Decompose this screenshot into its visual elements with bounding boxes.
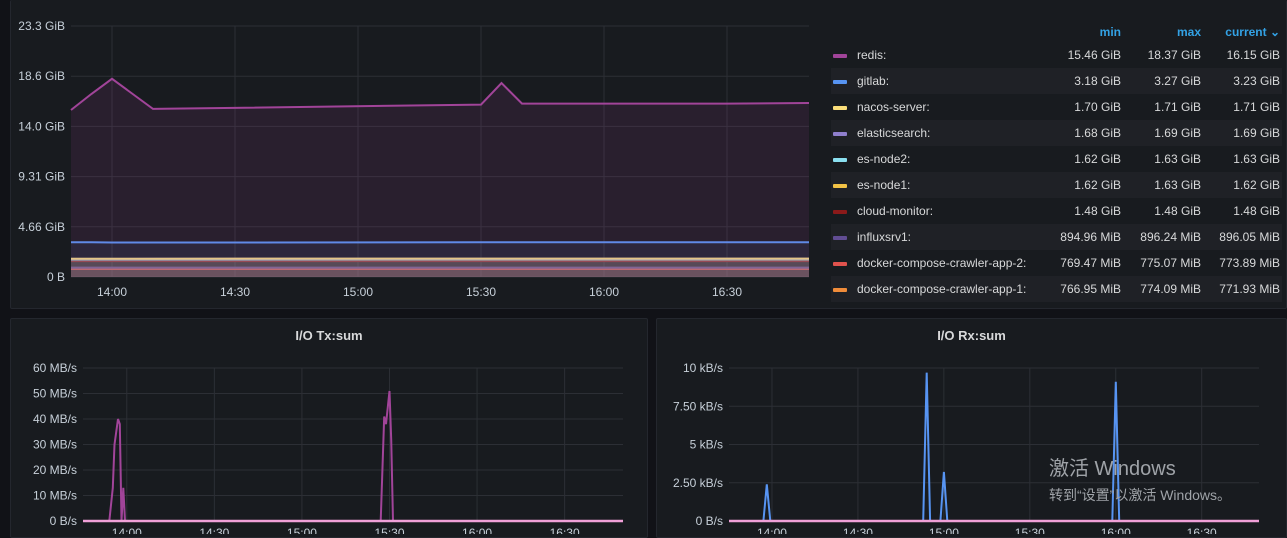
memory-chart[interactable]: 23.3 GiB 18.6 GiB 14.0 GiB 9.31 GiB 4.66 GiB… [11,0,831,309]
legend-max-value: 1.69 GiB [1154,126,1201,140]
x-tick-label: 16:30 [712,285,742,299]
legend-series-name[interactable]: gitlab: [857,74,889,88]
legend-min-value: 3.18 GiB [1074,74,1121,88]
legend-header: min max current ⌄ [831,22,1282,42]
y-tick-label: 20 MB/s [33,463,77,477]
y-tick-label: 0 B/s [696,514,723,528]
legend-max-value: 1.48 GiB [1154,204,1201,218]
legend-row[interactable]: docker-compose-crawler-app-2: 769.47 MiB 7… [831,250,1282,276]
y-tick-label: 2.50 kB/s [673,476,723,490]
y-tick-label: 50 MB/s [33,387,77,401]
legend-row[interactable]: docker-compose-crawler-app-1: 766.95 MiB 7… [831,276,1282,302]
legend-series-name[interactable]: es-node1: [857,178,910,192]
legend-swatch[interactable] [833,132,847,136]
x-tick-label: 15:30 [466,285,496,299]
legend-series-name[interactable]: redis: [857,48,886,62]
y-tick-label: 4.66 GiB [18,220,65,234]
legend-max-header[interactable]: max [1177,25,1201,39]
legend-min-value: 15.46 GiB [1068,48,1121,62]
y-tick-label: 9.31 GiB [18,170,65,184]
legend-current-value: 1.48 GiB [1233,204,1280,218]
legend-swatch[interactable] [833,288,847,292]
x-tick-label: 15:00 [343,285,373,299]
legend-series-name[interactable]: nacos-server: [857,100,930,114]
y-tick-label: 5 kB/s [690,438,723,452]
x-tick-label: 14:00 [97,285,127,299]
legend-series-name[interactable]: influxsrv1: [857,230,911,244]
legend-row[interactable]: es-node1: 1.62 GiB 1.63 GiB 1.62 GiB [831,172,1282,198]
y-tick-label: 0 B [47,270,65,284]
legend-current-value: 1.71 GiB [1233,100,1280,114]
legend-swatch[interactable] [833,158,847,162]
y-tick-label: 60 MB/s [33,361,77,375]
legend-series-name[interactable]: docker-compose-crawler-app-1: [857,282,1026,296]
legend-current-value: 773.89 MiB [1219,256,1280,270]
legend-swatch[interactable] [833,54,847,58]
x-tick-label: 16:00 [589,285,619,299]
legend-swatch[interactable] [833,106,847,110]
legend-current-value: 1.62 GiB [1233,178,1280,192]
legend-current-value: 3.23 GiB [1233,74,1280,88]
legend-max-value: 896.24 MiB [1140,230,1201,244]
legend-series-name[interactable]: es-node2: [857,152,910,166]
legend-swatch[interactable] [833,236,847,240]
legend-min-value: 1.70 GiB [1074,100,1121,114]
legend-max-value: 1.71 GiB [1154,100,1201,114]
legend-swatch[interactable] [833,184,847,188]
legend-min-value: 894.96 MiB [1060,230,1121,244]
legend-current-value: 16.15 GiB [1227,48,1280,62]
legend-swatch[interactable] [833,210,847,214]
y-tick-label: 30 MB/s [33,438,77,452]
legend-row[interactable]: elasticsearch: 1.68 GiB 1.69 GiB 1.69 GiB [831,120,1282,146]
watermark-title: 激活 Windows [1049,452,1231,481]
legend-current-header[interactable]: current ⌄ [1225,25,1280,39]
y-tick-label: 18.6 GiB [18,69,65,83]
series-line [109,391,393,521]
legend-series-name[interactable]: cloud-monitor: [857,204,933,218]
legend-max-value: 1.63 GiB [1154,178,1201,192]
legend-swatch[interactable] [833,262,847,266]
y-tick-label: 0 B/s [50,514,77,528]
legend-current-value: 1.69 GiB [1233,126,1280,140]
legend-min-value: 1.68 GiB [1074,126,1121,140]
legend-row[interactable]: gitlab: 3.18 GiB 3.27 GiB 3.23 GiB [831,68,1282,94]
y-tick-label: 10 kB/s [683,361,723,375]
y-tick-label: 7.50 kB/s [673,399,723,413]
legend-min-value: 1.62 GiB [1074,178,1121,192]
legend-row[interactable]: influxsrv1: 894.96 MiB 896.24 MiB 896.05 Mi… [831,224,1282,250]
legend-row[interactable]: es-node2: 1.62 GiB 1.63 GiB 1.63 GiB [831,146,1282,172]
y-tick-label: 40 MB/s [33,412,77,426]
legend-max-value: 1.63 GiB [1154,152,1201,166]
windows-activation-watermark: 激活 Windows 转到“设置”以激活 Windows。 [1049,452,1231,505]
legend-min-value: 769.47 MiB [1060,256,1121,270]
legend-min-value: 1.62 GiB [1074,152,1121,166]
x-tick-label: 14:30 [220,285,250,299]
y-tick-label: 14.0 GiB [18,119,65,133]
io-tx-chart[interactable]: 60 MB/s 50 MB/s 40 MB/s 30 MB/s 20 MB/s 10 MB… [11,319,647,534]
legend-max-value: 3.27 GiB [1154,74,1201,88]
legend-row[interactable]: cloud-monitor: 1.48 GiB 1.48 GiB 1.48 GiB [831,198,1282,224]
y-tick-label: 23.3 GiB [18,19,65,33]
legend-series-name[interactable]: elasticsearch: [857,126,930,140]
legend-current-value: 771.93 MiB [1219,282,1280,296]
legend-min-value: 766.95 MiB [1060,282,1121,296]
legend-current-value: 896.05 MiB [1219,230,1280,244]
legend-min-value: 1.48 GiB [1074,204,1121,218]
legend-series-name[interactable]: docker-compose-crawler-app-2: [857,256,1026,270]
legend-row[interactable]: redis: 15.46 GiB 18.37 GiB 16.15 GiB [831,42,1282,68]
legend-max-value: 775.07 MiB [1140,256,1201,270]
legend-max-value: 18.37 GiB [1148,48,1201,62]
legend-min-header[interactable]: min [1100,25,1121,39]
legend-max-value: 774.09 MiB [1140,282,1201,296]
legend-swatch[interactable] [833,80,847,84]
y-tick-label: 10 MB/s [33,489,77,503]
memory-usage-panel: 23.3 GiB 18.6 GiB 14.0 GiB 9.31 GiB 4.66 GiB… [10,0,1287,309]
legend-row[interactable]: nacos-server: 1.70 GiB 1.71 GiB 1.71 GiB [831,94,1282,120]
memory-legend: min max current ⌄ redis: 15.46 GiB 18.37 G… [831,22,1282,302]
legend-current-value: 1.63 GiB [1233,152,1280,166]
watermark-subtitle: 转到“设置”以激活 Windows。 [1049,485,1231,505]
